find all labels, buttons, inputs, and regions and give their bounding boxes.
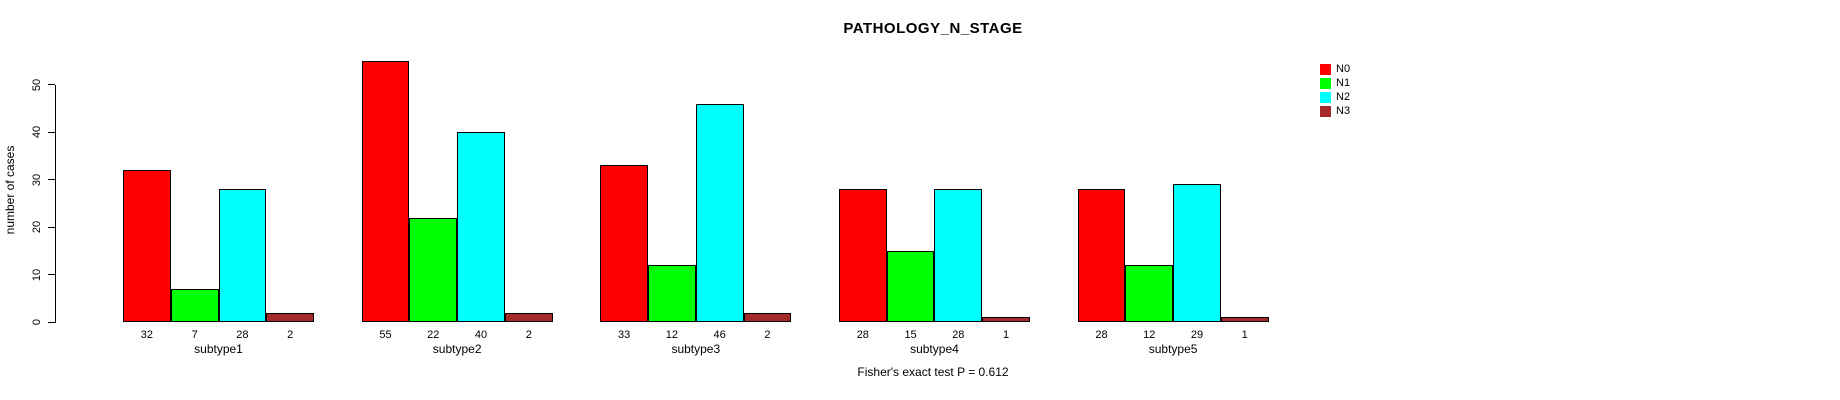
bar: [743, 312, 792, 322]
bar: [409, 217, 458, 322]
bar-value-label: 46: [713, 329, 726, 341]
y-tick: [48, 226, 55, 228]
legend-label: N1: [1336, 77, 1351, 89]
category-label: subtype5: [1148, 342, 1198, 356]
bar-value-label: 15: [904, 329, 917, 341]
bar: [1077, 189, 1126, 322]
y-tick: [48, 84, 55, 85]
bar: [361, 60, 410, 322]
bar: [123, 170, 171, 322]
legend-swatch: [1320, 78, 1331, 89]
bar-value-label: 1: [1003, 329, 1010, 341]
y-axis-line: [55, 85, 56, 323]
bar: [266, 312, 314, 322]
y-tick-label: 20: [31, 220, 43, 234]
category-label: subtype1: [194, 342, 243, 356]
y-tick: [48, 321, 55, 323]
bar: [1125, 265, 1174, 322]
bar-value-label: 2: [287, 329, 294, 341]
legend-label: N0: [1336, 63, 1351, 75]
legend-label: N2: [1336, 91, 1351, 103]
bar: [886, 250, 935, 322]
bar-value-label: 28: [856, 329, 869, 341]
bar-value-label: 2: [764, 329, 771, 341]
bar: [600, 165, 649, 322]
y-tick: [48, 131, 55, 133]
category-label: subtype2: [432, 342, 482, 356]
bar: [695, 103, 744, 322]
y-tick-label: 50: [31, 78, 43, 91]
category-label: subtype4: [910, 342, 959, 356]
bar-value-label: 2: [525, 329, 532, 341]
y-axis-title: number of cases: [3, 145, 17, 235]
bar-value-label: 33: [618, 329, 631, 341]
bar: [838, 189, 887, 322]
bar: [1220, 317, 1269, 322]
bar-value-label: 32: [140, 329, 153, 341]
y-tick: [48, 274, 55, 275]
y-tick-label: 40: [31, 125, 43, 139]
y-tick-label: 30: [31, 173, 43, 186]
bar-value-label: 28: [236, 329, 249, 341]
bar-value-label: 22: [427, 329, 440, 341]
y-tick-label: 10: [31, 268, 43, 281]
bar-value-label: 29: [1190, 329, 1204, 341]
bar: [457, 132, 505, 322]
bar-value-label: 40: [474, 329, 488, 341]
y-tick: [48, 179, 55, 180]
bar: [934, 189, 983, 322]
legend-swatch: [1320, 106, 1331, 117]
bar-value-label: 1: [1241, 329, 1248, 341]
bar: [504, 312, 553, 322]
bar: [1173, 184, 1221, 322]
bar: [218, 189, 267, 322]
bar-value-label: 12: [1143, 329, 1156, 341]
bar: [982, 317, 1030, 322]
bar-value-label: 28: [952, 329, 965, 341]
y-tick-label: 0: [31, 318, 43, 326]
legend-swatch: [1320, 64, 1331, 75]
bar: [170, 288, 219, 322]
legend-label: N3: [1336, 105, 1351, 117]
bar-value-label: 7: [191, 329, 198, 341]
category-label: subtype3: [671, 342, 721, 356]
stat-annotation: Fisher's exact test P = 0.612: [857, 365, 1009, 379]
bar-value-label: 12: [665, 329, 679, 341]
bar-value-label: 28: [1095, 329, 1108, 341]
bar-value-label: 55: [379, 329, 392, 341]
legend-swatch: [1320, 92, 1331, 103]
chart-title: PATHOLOGY_N_STAGE: [843, 20, 1023, 37]
bar: [648, 265, 696, 322]
